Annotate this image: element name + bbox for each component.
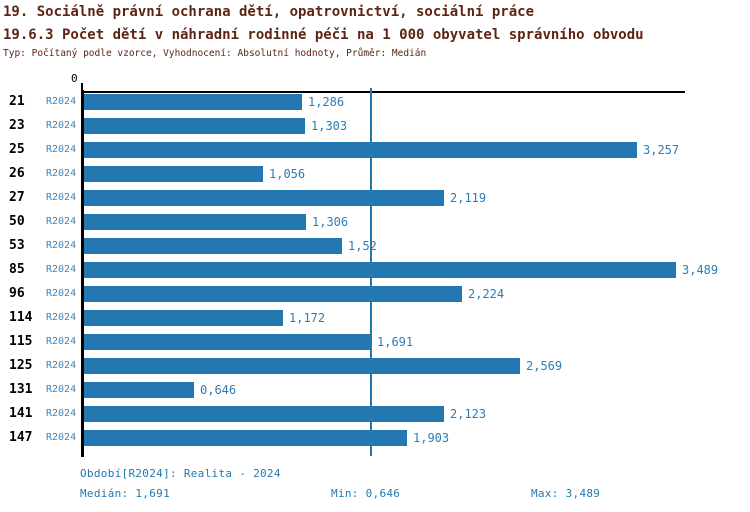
series-label: R2024 [46,432,77,443]
category-label: 115 [9,334,33,349]
series-label: R2024 [46,120,77,131]
series-label: R2024 [46,264,77,275]
category-label: 27 [9,190,25,205]
bar-row: 1,903 [84,430,449,446]
bar-value-label: 2,119 [450,191,487,205]
category-label: 23 [9,118,25,133]
bar [84,310,283,326]
bar-row: 1,286 [84,94,344,110]
category-label: 141 [9,406,33,421]
bar [84,406,444,422]
series-label: R2024 [46,216,77,227]
bar-value-label: 1,306 [312,215,349,229]
chart-subtitle: Typ: Počítaný podle vzorce, Vyhodnocení:… [3,48,427,59]
category-label: 53 [9,238,25,253]
series-label: R2024 [46,360,77,371]
bar-row: 2,224 [84,286,504,302]
bar-value-label: 2,224 [468,287,505,301]
bar-row: 1,303 [84,118,347,134]
bar-value-label: 0,646 [200,383,237,397]
bar-value-label: 3,489 [682,263,719,277]
bar-value-label: 2,569 [526,359,563,373]
series-label: R2024 [46,384,77,395]
bar-value-label: 1,691 [377,335,414,349]
bar [84,286,462,302]
series-label: R2024 [46,144,77,155]
series-label: R2024 [46,96,77,107]
bar [84,214,306,230]
bar-row: 2,569 [84,358,562,374]
bar-row: 1,172 [84,310,325,326]
bar [84,382,194,398]
bar [84,118,305,134]
bar [84,238,342,254]
series-label: R2024 [46,192,77,203]
bar-row: 0,646 [84,382,236,398]
bar-row: 3,257 [84,142,679,158]
bar-row: 2,123 [84,406,486,422]
bar-row: 1,52 [84,238,377,254]
series-label: R2024 [46,288,77,299]
bar [84,262,676,278]
bar-value-label: 1,903 [413,431,450,445]
series-label: R2024 [46,408,77,419]
bar-row: 1,691 [84,334,413,350]
series-label: R2024 [46,240,77,251]
x-axis-line [81,91,685,93]
bar-row: 1,306 [84,214,348,230]
bar-value-label: 3,257 [643,143,680,157]
category-label: 147 [9,430,33,445]
category-label: 25 [9,142,25,157]
category-label: 125 [9,358,33,373]
category-label: 50 [9,214,25,229]
bar [84,166,263,182]
bar-value-label: 1,303 [311,119,348,133]
bar [84,94,302,110]
footer-min: Min: 0,646 [331,487,401,500]
bar-value-label: 2,123 [450,407,487,421]
footer-max: Max: 3,489 [531,487,601,500]
footer-period: Období[R2024]: Realita - 2024 [80,467,281,480]
x-axis-zero-tick [81,83,83,92]
bar-value-label: 1,172 [289,311,326,325]
chart-title: 19.6.3 Počet dětí v náhradní rodinné péč… [3,27,644,43]
category-label: 85 [9,262,25,277]
bar-value-label: 1,52 [348,239,377,253]
bar-row: 1,056 [84,166,305,182]
bar-row: 2,119 [84,190,486,206]
bar [84,430,407,446]
plot-area: 1,286 1,303 3,257 1,056 2,119 1,306 1,52 3,489 2… [84,88,718,457]
series-label: R2024 [46,168,77,179]
bar [84,358,520,374]
bar-value-label: 1,286 [308,95,345,109]
bar-row: 3,489 [84,262,718,278]
bar-value-label: 1,056 [269,167,306,181]
series-label: R2024 [46,312,77,323]
x-axis-zero-label: 0 [71,72,78,85]
bar [84,142,637,158]
footer-median: Medián: 1,691 [80,487,170,500]
page-title: 19. Sociálně právní ochrana dětí, opatro… [3,4,535,20]
category-label: 131 [9,382,33,397]
bar [84,190,444,206]
series-label: R2024 [46,336,77,347]
category-label: 114 [9,310,33,325]
category-label: 96 [9,286,25,301]
y-axis-line [81,90,84,457]
bar [84,334,371,350]
category-label: 26 [9,166,25,181]
category-label: 21 [9,94,25,109]
